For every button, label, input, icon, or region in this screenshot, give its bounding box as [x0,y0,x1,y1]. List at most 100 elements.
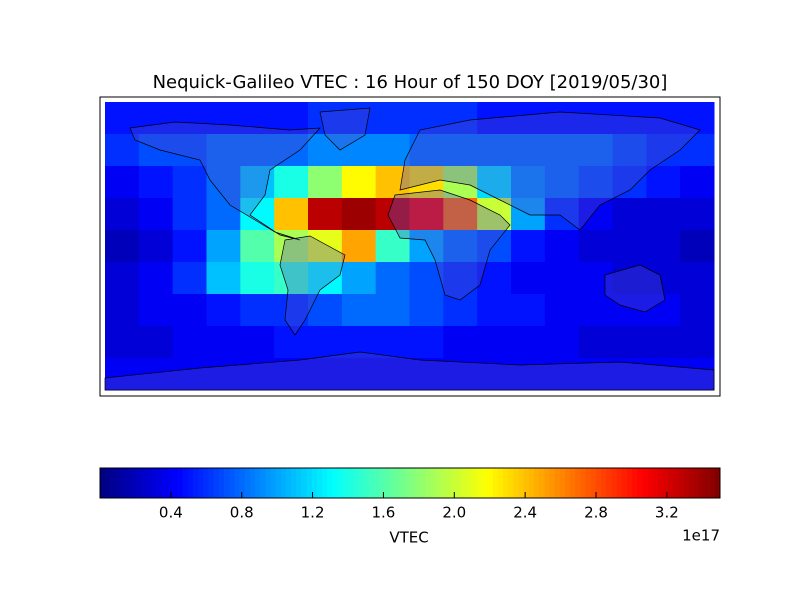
colorbar-swatch [544,468,550,498]
heat-cell [105,358,140,391]
colorbar-swatch [539,468,545,498]
heat-cell [341,166,377,199]
colorbar-swatch [363,468,370,498]
colorbar-swatch [482,468,488,498]
heat-cell [578,294,613,327]
colorbar-swatch [384,468,390,498]
colorbar-tick-label: 1.6 [371,504,395,522]
colorbar-swatch [466,468,473,498]
heat-cell [477,230,512,263]
heat-cell [443,198,478,231]
colorbar-swatch [167,468,173,498]
colorbar-swatch [379,468,385,498]
heat-cell [544,102,580,135]
colorbar-swatch [596,468,602,498]
heat-cell [308,230,343,263]
heat-cell [612,294,647,327]
heat-cell [612,102,647,135]
heat-cell [680,262,715,295]
colorbar-swatch [430,468,437,498]
colorbar-swatch [410,468,416,498]
colorbar-swatch [709,468,716,498]
colorbar-swatch [270,468,277,498]
heat-cell [138,358,174,391]
heat-cell [646,230,681,263]
heat-cell [375,294,410,327]
heat-cell [578,262,613,295]
colorbar-swatch [399,468,406,498]
heat-cell [308,358,343,391]
colorbar-swatch [182,468,189,498]
heat-cell [511,166,546,199]
eurasia [399,111,701,231]
heat-cell [274,358,309,391]
australia [604,264,666,313]
colorbar-swatch [249,468,256,498]
heat-cell [375,262,410,295]
colorbar-swatch [115,468,122,498]
heat-cell [612,166,647,199]
heat-cell [206,102,241,135]
colorbar-swatch [689,468,695,498]
heat-cell [409,102,444,135]
colorbar-swatch [451,468,457,498]
colorbar-swatch [461,468,468,498]
heat-cell [105,262,140,295]
colorbar-swatch [404,468,411,498]
colorbar-swatch [663,468,669,498]
colorbar-swatch [301,468,308,498]
heat-cell [105,230,140,263]
heat-cell [578,230,613,263]
colorbar-swatch [487,468,494,498]
colorbar-swatch [570,468,576,498]
heat-cell [341,262,377,295]
heat-cell [308,198,343,231]
heat-cell [172,166,207,199]
colorbar-swatch [699,468,705,498]
heat-cell [105,102,140,135]
heat-cell [477,262,512,295]
heat-cell [138,102,174,135]
heat-cell [680,166,715,199]
heat-cell [206,358,241,391]
colorbar-tick-label: 2.4 [513,504,537,522]
colorbar-swatch [244,468,251,498]
colorbar-swatch [389,468,395,498]
heat-cell [240,326,275,359]
heat-cell [308,326,343,359]
colorbar-swatch [694,468,700,498]
colorbar-swatch [714,468,721,498]
colorbar-swatch [275,468,282,498]
heat-cell [341,102,377,135]
africa [387,189,511,301]
greenland [319,107,371,151]
colorbar-swatch [632,468,638,498]
colorbar-swatch [224,468,230,498]
heat-cell [105,294,140,327]
colorbar-swatch [193,468,199,498]
heat-cell [105,134,140,167]
colorbar-swatch [472,468,478,498]
heat-cell [578,198,613,231]
heat-cell [511,134,546,167]
colorbar-swatch [585,468,592,498]
heat-cell [138,166,174,199]
heat-cell [375,134,410,167]
heat-cell [646,294,681,327]
heat-cell [646,262,681,295]
colorbar-offset: 1e17 [682,527,720,545]
colorbar-swatch [441,468,447,498]
heat-cell [578,102,613,135]
colorbar-tick-label: 0.8 [230,504,254,522]
colorbar-swatch [528,468,535,498]
colorbar-swatch [265,468,271,498]
colorbar-swatch [621,468,628,498]
colorbar-swatch [120,468,127,498]
heat-cell [646,198,681,231]
north-america [129,121,321,241]
colorbar-swatch [146,468,153,498]
heat-cell [477,198,512,231]
colorbar-swatch [348,468,354,498]
colorbar-swatch [642,468,649,498]
heat-cell [138,198,174,231]
